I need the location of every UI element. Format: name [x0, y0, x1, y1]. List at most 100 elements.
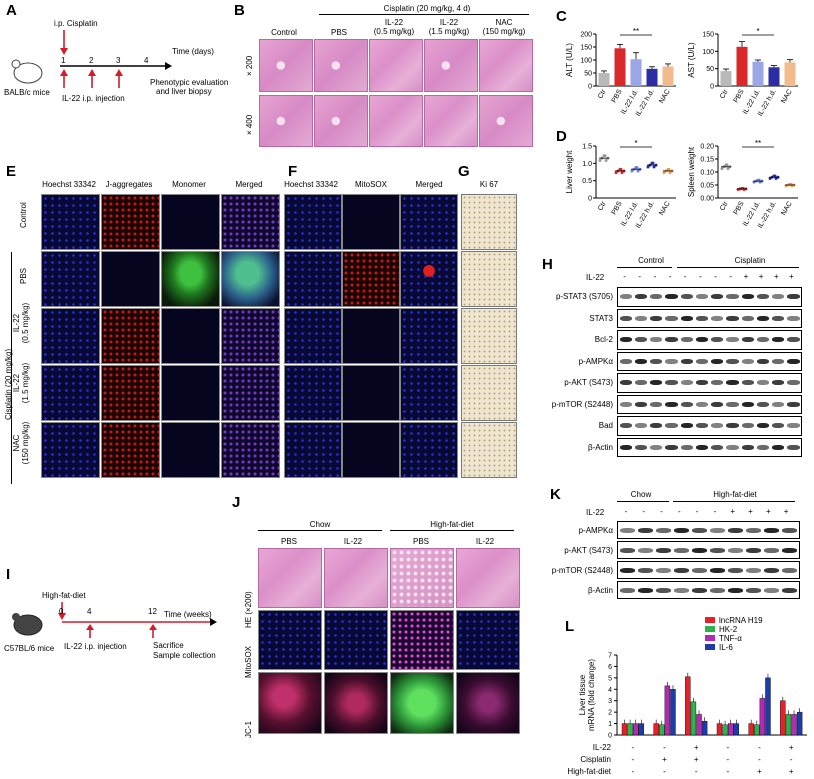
- blot-strip: [617, 394, 802, 414]
- bar: [796, 711, 803, 736]
- y-tick-label: 5: [608, 675, 612, 682]
- y-tick-label: 1.0: [582, 161, 592, 168]
- blot-band: [764, 567, 780, 573]
- blot-band: [634, 315, 647, 321]
- fluorescence-image: [161, 194, 220, 250]
- data-point: [614, 171, 618, 175]
- fluorescence-image: [101, 308, 160, 364]
- y-tick-label: 0.05: [700, 183, 714, 190]
- il22-sign: -: [677, 507, 681, 516]
- panel-i-time-label: Time (weeks): [164, 610, 212, 619]
- panel-g-col-ki67: Ki 67: [479, 180, 499, 189]
- blot-band: [764, 547, 780, 553]
- y-tick-label: 0: [710, 84, 714, 91]
- he-image: [424, 95, 478, 147]
- panel-e-col-jagg: J-aggregates: [105, 180, 153, 189]
- blot-band: [673, 587, 689, 593]
- fluorescence-image: [221, 365, 280, 421]
- protein-label: p-mTOR (S2448): [551, 566, 613, 575]
- blot-band: [726, 423, 739, 429]
- blot-strip: [617, 437, 802, 457]
- panel-a-day-4: 4: [144, 56, 149, 65]
- fluorescence-image: [342, 365, 400, 421]
- legend-label: HK-2: [719, 625, 738, 634]
- il22-sign: -: [660, 507, 663, 516]
- blot-band: [756, 401, 769, 407]
- panel-i-injection: IL-22 i.p. injection: [64, 642, 127, 651]
- blot-band: [680, 294, 693, 300]
- x-tick-label: Ctr: [719, 88, 730, 100]
- blot-band: [728, 587, 744, 593]
- condition-sign: -: [758, 743, 761, 752]
- x-tick-label: Ctr: [597, 88, 608, 100]
- blot-band: [680, 444, 693, 450]
- fluorescence-image: [161, 422, 220, 478]
- blot-band: [772, 294, 785, 300]
- y-tick-label: 7: [608, 653, 612, 660]
- panel-f-col-merged: Merged: [415, 180, 443, 189]
- bar: [598, 73, 610, 86]
- blot-band: [741, 294, 754, 300]
- x-tick-label: PBS: [611, 88, 624, 104]
- blot-band: [711, 315, 724, 321]
- bar: [701, 721, 708, 736]
- blot-band: [772, 380, 785, 386]
- blot-band: [619, 527, 635, 533]
- x-tick-label: PBS: [733, 200, 746, 216]
- condition-sign: -: [663, 743, 666, 752]
- bar: [659, 724, 665, 736]
- blot-band: [695, 444, 708, 450]
- panel-j-row-mitosox: MitoSOX: [244, 645, 253, 678]
- bar: [720, 71, 732, 86]
- blot-band: [711, 337, 724, 343]
- fluorescence-image: [284, 251, 342, 307]
- blot-band: [619, 423, 632, 429]
- blot-band: [637, 527, 653, 533]
- blot-band: [634, 444, 647, 450]
- blot-band: [728, 527, 744, 533]
- legend-label: lncRNA H19: [719, 616, 763, 625]
- il22-sign: -: [714, 272, 717, 281]
- panel-b-header: Cisplatin (20 mg/kg, 4 d): [383, 4, 471, 13]
- blot-band: [619, 567, 635, 573]
- x-tick-label: NAC: [658, 201, 671, 217]
- significance-label: **: [633, 28, 639, 36]
- blot-band: [782, 547, 798, 553]
- significance-label: *: [634, 140, 637, 148]
- blot-band: [650, 380, 663, 386]
- condition-label: Cisplatin: [580, 755, 611, 764]
- he-image: [369, 95, 423, 147]
- blot-band: [619, 358, 632, 364]
- fluorescence-image: [101, 422, 160, 478]
- panel-label-i: I: [6, 566, 11, 583]
- fluorescence-image: [258, 610, 322, 670]
- blot-band: [634, 423, 647, 429]
- panel-i-timeline: [12, 602, 217, 638]
- blot-band: [741, 315, 754, 321]
- panel-label-e: E: [6, 163, 17, 180]
- blot-band: [746, 587, 762, 593]
- condition-sign: +: [694, 755, 699, 764]
- ihc-image: [461, 365, 517, 421]
- fluorescence-image: [400, 422, 458, 478]
- blot-band: [665, 294, 678, 300]
- condition-sign: -: [631, 743, 634, 752]
- y-tick-label: 0: [588, 84, 592, 91]
- y-axis-label: Liver weight: [565, 150, 574, 193]
- blot-band: [756, 423, 769, 429]
- panel-j-col-pbs-2: PBS: [412, 537, 429, 546]
- blot-strip: [617, 416, 802, 436]
- fluorescence-image: [221, 194, 280, 250]
- data-point: [668, 171, 672, 175]
- y-tick-label: 6: [608, 664, 612, 671]
- blot-band: [710, 587, 726, 593]
- data-point: [720, 167, 724, 171]
- bar: [653, 723, 659, 736]
- data-point: [598, 159, 602, 163]
- il22-sign: +: [773, 272, 779, 281]
- blot-band: [691, 567, 707, 573]
- fluorescence-image: [161, 308, 220, 364]
- blot-band: [756, 315, 769, 321]
- blot-band: [711, 294, 724, 300]
